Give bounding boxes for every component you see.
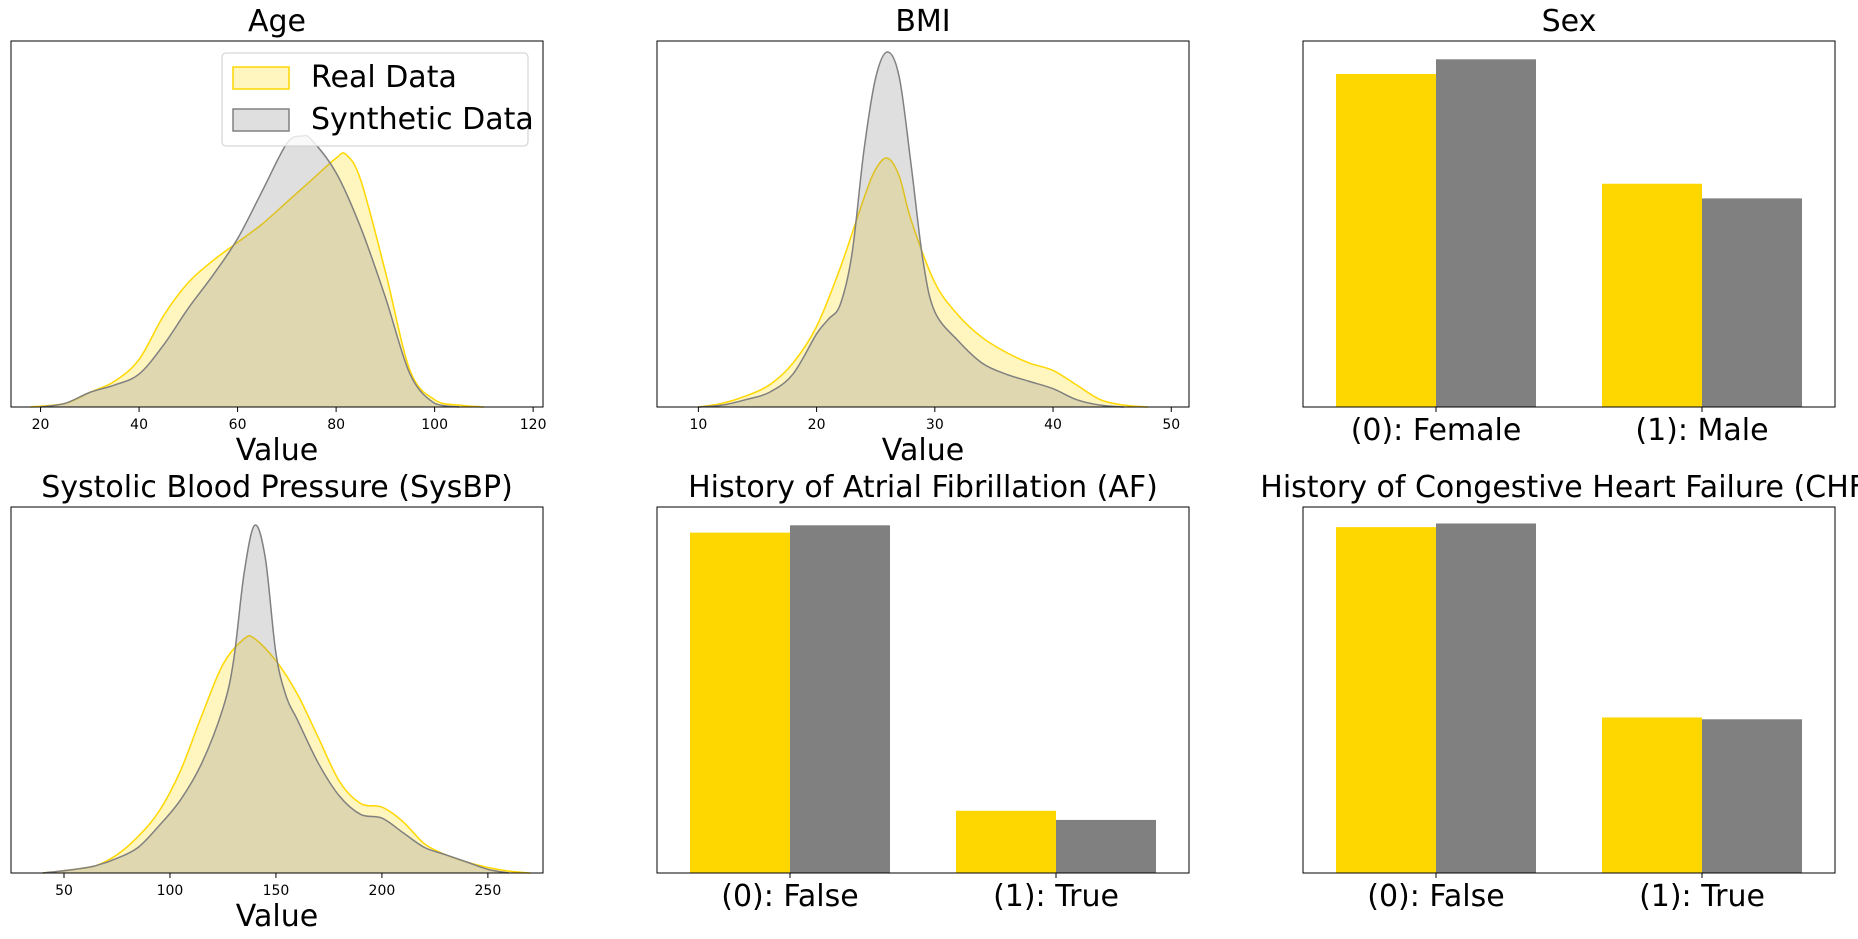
x-tick-label: 50 [55, 883, 73, 899]
chart-title-af: History of Atrial Fibrillation (AF) [688, 470, 1158, 505]
category-label: (1): True [1639, 879, 1765, 914]
x-tick-label: 250 [475, 883, 502, 899]
density-fill-synthetic-data [42, 525, 510, 873]
x-tick-label: 120 [520, 417, 547, 433]
axes-frame [1302, 506, 1836, 874]
x-tick-label: 40 [1044, 417, 1062, 433]
category-label: (0): False [1367, 879, 1504, 914]
bar-real-data-0 [1336, 527, 1436, 873]
axes-frame [1302, 40, 1836, 408]
category-label: (0): Female [1351, 413, 1522, 448]
x-axis-label-bmi: Value [882, 433, 964, 468]
density-line-real-data [30, 152, 484, 408]
x-tick-label: 100 [421, 417, 448, 433]
x-tick-label: 60 [229, 417, 247, 433]
bar-synthetic-data-1 [1702, 719, 1802, 873]
bar-synthetic-data-1 [1056, 819, 1156, 873]
legend-label-real-data: Real Data [311, 60, 457, 95]
bar-synthetic-data-0 [1436, 59, 1536, 408]
x-tick-label: 100 [157, 883, 184, 899]
subplot-bmi [656, 40, 1190, 412]
bar-real-data-0 [1336, 73, 1436, 407]
subplot-chf [1302, 506, 1836, 878]
density-fill-real-data [42, 635, 531, 873]
subplot-sex [1302, 40, 1836, 412]
subplot-age [10, 40, 544, 412]
legend-swatch-real-data [232, 66, 290, 90]
x-tick-label: 200 [369, 883, 396, 899]
density-line-synthetic-data [698, 51, 1125, 408]
bar-real-data-1 [1602, 183, 1702, 407]
bar-real-data-1 [1602, 717, 1702, 873]
density-line-synthetic-data [42, 524, 510, 874]
subplot-af [656, 506, 1190, 878]
x-axis-label-age: Value [236, 433, 318, 468]
category-label: (0): False [721, 879, 858, 914]
x-tick-label: 80 [327, 417, 345, 433]
density-fill-synthetic-data [698, 51, 1124, 407]
axes-frame [10, 40, 544, 408]
bar-real-data-1 [956, 810, 1056, 873]
legend-swatch-synthetic-data [232, 108, 290, 132]
bar-synthetic-data-0 [790, 525, 890, 873]
axes-frame [656, 506, 1190, 874]
axes-frame [656, 40, 1190, 408]
bar-synthetic-data-0 [1436, 523, 1536, 873]
x-tick-label: 20 [32, 417, 50, 433]
category-label: (1): True [993, 879, 1119, 914]
axes-frame [10, 506, 544, 874]
subplot-sysbp [10, 506, 544, 878]
category-label: (1): Male [1635, 413, 1768, 448]
chart-title-age: Age [248, 4, 306, 39]
chart-title-bmi: BMI [895, 4, 950, 39]
x-axis-label-sysbp: Value [236, 899, 318, 934]
x-tick-label: 40 [130, 417, 148, 433]
x-tick-label: 20 [808, 417, 826, 433]
chart-title-sex: Sex [1542, 4, 1597, 39]
x-tick-label: 50 [1162, 417, 1180, 433]
bar-synthetic-data-1 [1702, 198, 1802, 407]
x-tick-label: 150 [263, 883, 290, 899]
chart-title-sysbp: Systolic Blood Pressure (SysBP) [41, 470, 513, 505]
x-tick-label: 30 [926, 417, 944, 433]
chart-title-chf: History of Congestive Heart Failure (CHF… [1260, 470, 1858, 505]
x-tick-label: 10 [689, 417, 707, 433]
legend-label-synthetic-data: Synthetic Data [311, 102, 534, 137]
density-line-synthetic-data [40, 134, 460, 408]
density-line-real-data [698, 157, 1148, 408]
density-fill-synthetic-data [40, 135, 460, 407]
bar-real-data-0 [690, 532, 790, 873]
legend-box [221, 52, 529, 147]
